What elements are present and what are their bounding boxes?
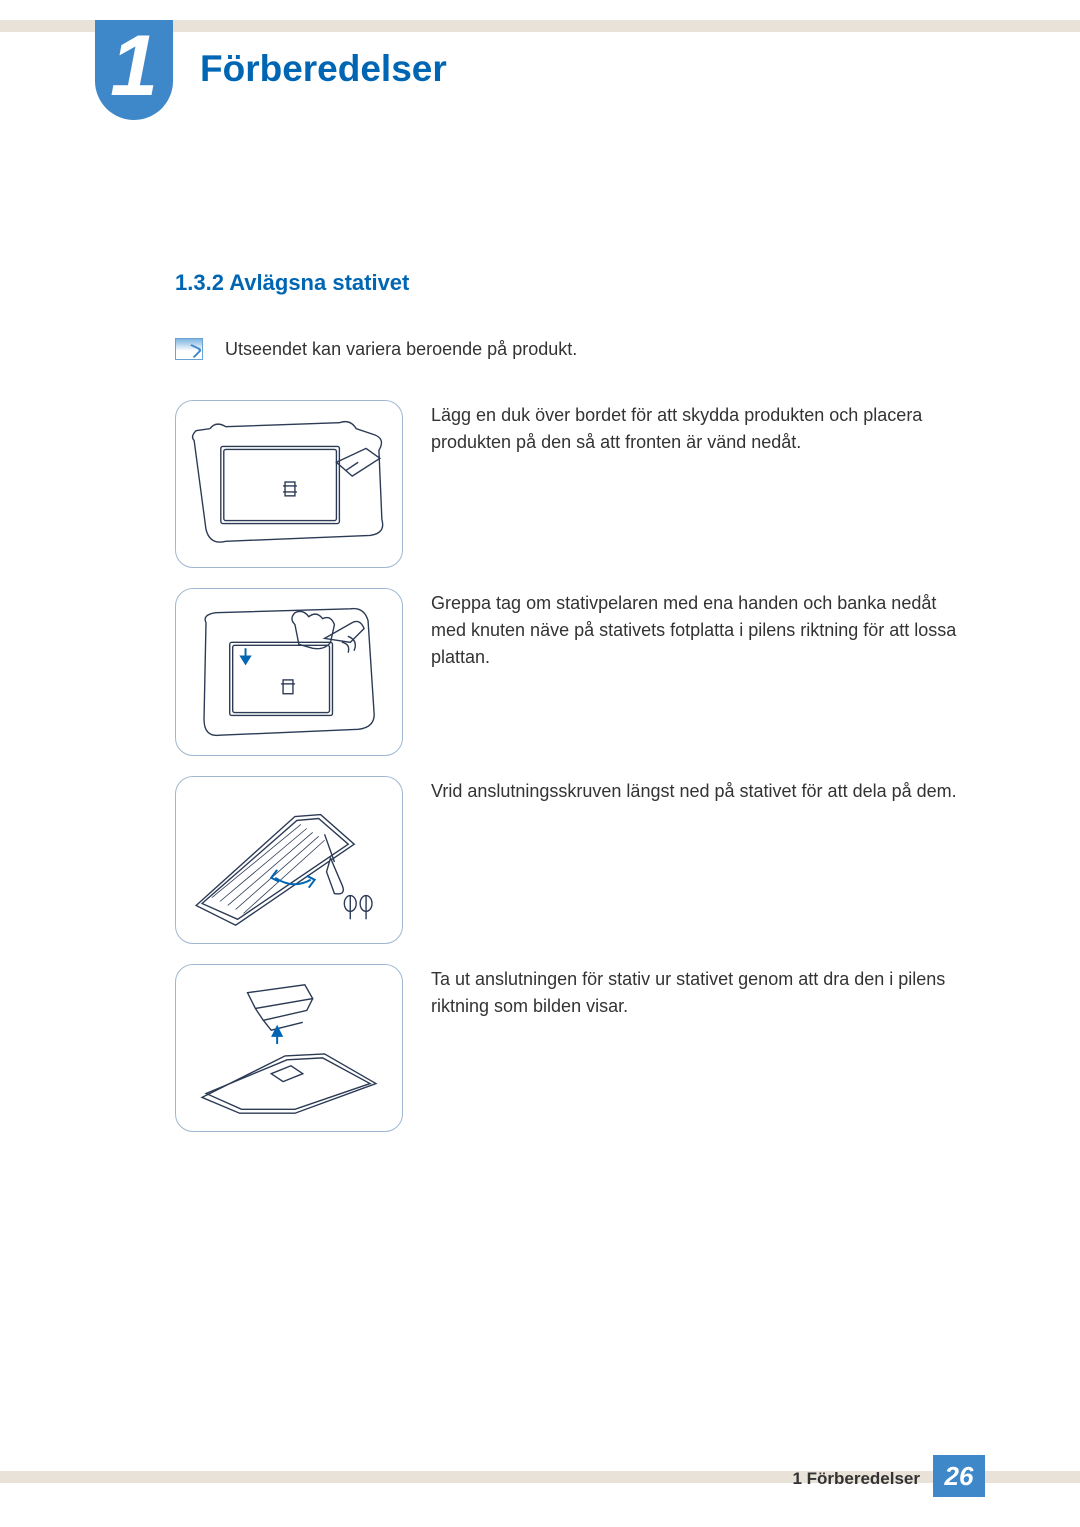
chapter-number: 1	[110, 23, 158, 109]
footer-label: 1 Förberedelser	[792, 1469, 920, 1489]
step-row: Lägg en duk över bordet för att skydda p…	[175, 400, 970, 568]
step-text: Lägg en duk över bordet för att skydda p…	[431, 400, 970, 456]
step-figure-3	[175, 776, 403, 944]
chapter-title: Förberedelser	[200, 48, 447, 90]
step-row: Vrid anslutningsskruven längst ned på st…	[175, 776, 970, 944]
steps-list: Lägg en duk över bordet för att skydda p…	[175, 400, 970, 1132]
step-row: Greppa tag om stativpelaren med ena hand…	[175, 588, 970, 756]
step-figure-1	[175, 400, 403, 568]
step-text: Greppa tag om stativpelaren med ena hand…	[431, 588, 970, 671]
section-heading: 1.3.2 Avlägsna stativet	[175, 270, 970, 296]
note-text: Utseendet kan variera beroende på produk…	[225, 339, 577, 360]
note-icon	[175, 338, 203, 360]
step-figure-4	[175, 964, 403, 1132]
note-row: Utseendet kan variera beroende på produk…	[175, 338, 970, 360]
page-number-box: 26	[933, 1455, 985, 1497]
chapter-badge: 1	[95, 20, 173, 120]
page-number: 26	[945, 1461, 974, 1492]
content-area: 1.3.2 Avlägsna stativet Utseendet kan va…	[175, 270, 970, 1132]
step-text: Vrid anslutningsskruven längst ned på st…	[431, 776, 957, 805]
step-row: Ta ut anslutningen för stativ ur stative…	[175, 964, 970, 1132]
step-text: Ta ut anslutningen för stativ ur stative…	[431, 964, 970, 1020]
step-figure-2	[175, 588, 403, 756]
